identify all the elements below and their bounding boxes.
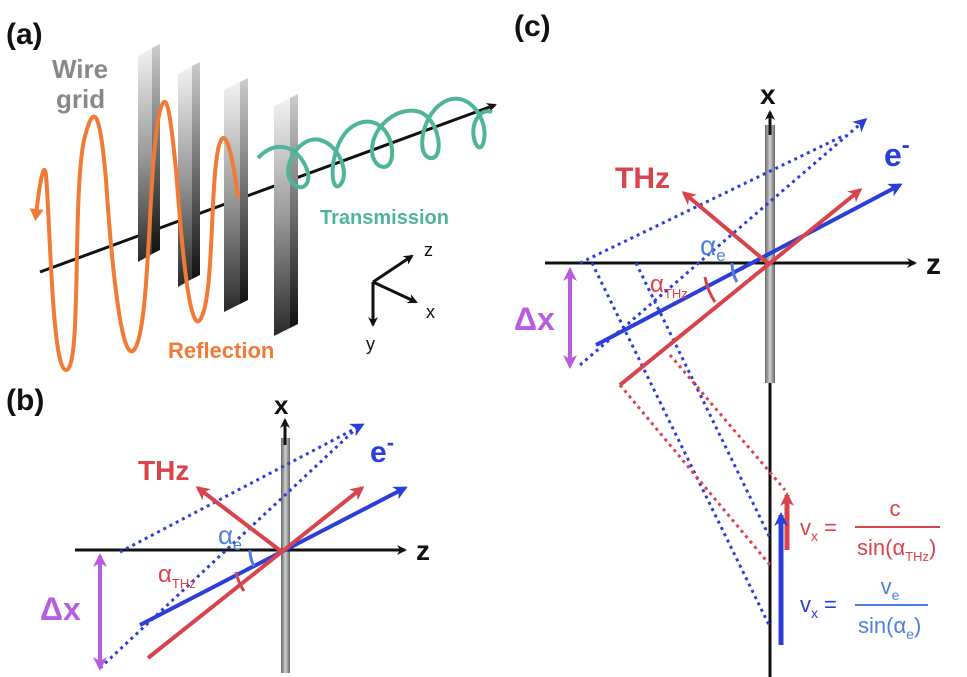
c-alpha-thz-label: αTHz [650,271,688,301]
b-thz-label: THz [138,455,189,486]
b-electron-dotted-line [98,423,362,670]
b-alpha-e-label: αe [218,520,242,554]
c-blue-dotted-1 [590,262,772,628]
transmission-wave [256,96,493,190]
propagation-axis [39,103,497,274]
triad-x-label: x [426,302,435,322]
triad-y-label: y [366,334,375,354]
c-delta-x-label: Δx [514,301,555,337]
c-thz-arrow [618,188,863,387]
b-alpha-thz-arc [234,571,246,592]
panel-c-label: (c) [514,10,551,43]
wire-grid-label-1: Wire [52,54,108,84]
c-alpha-e-label: αe [700,230,726,265]
b-electron-label: e- [370,430,394,469]
c-red-dotted-2 [668,354,787,491]
eq2-numerator: ve [881,574,900,603]
b-z-axis-label: z [416,535,430,566]
b-electron-dotted-arrow [119,423,365,554]
eq2-lhs: vx = [800,592,837,621]
c-red-dotted-1 [618,384,772,566]
c-x-axis-label: x [760,79,776,110]
c-equation-thz: vx = c sin(αTHz) [800,496,940,564]
transmission-label: Transmission [320,207,449,229]
b-x-axis-label: x [274,390,289,420]
eq1-numerator: c [890,496,901,521]
c-electron-label: e- [884,132,910,173]
c-electron-arrow [595,183,903,347]
coordinate-triad: z x y [366,240,435,354]
eq1-lhs: vx = [800,515,837,544]
b-delta-x-label: Δx [40,591,81,627]
b-alpha-e-arc [248,549,256,567]
reflection-label: Reflection [168,338,274,363]
panel-a-label: (a) [6,18,43,51]
b-axis-rod [281,438,290,673]
c-z-axis-label: z [926,248,941,281]
wire-grid [138,44,298,336]
b-electron-arrow [139,486,408,627]
wire-plate [224,78,248,312]
c-thz-field-arrow [681,191,772,267]
c-equation-electron: vx = ve sin(αe) [800,574,928,642]
c-blue-dotted-2 [634,262,772,539]
wire-plate [274,94,298,336]
b-thz-arrow [146,486,365,660]
c-alpha-thz-arc [703,276,717,303]
eq2-denominator: sin(αe) [858,613,921,642]
c-thz-label: THz [615,162,670,195]
eq1-denominator: sin(αTHz) [857,535,936,564]
c-alpha-e-arc [730,262,739,283]
b-thz-field-arrow [195,486,284,554]
wire-grid-label-2: grid [56,84,105,114]
b-alpha-thz-label: αTHz [158,561,196,591]
triad-z-label: z [424,240,433,260]
reflection-wave [29,99,240,373]
panel-b-label: (b) [6,384,44,417]
c-blue-dotted-top [579,133,846,265]
